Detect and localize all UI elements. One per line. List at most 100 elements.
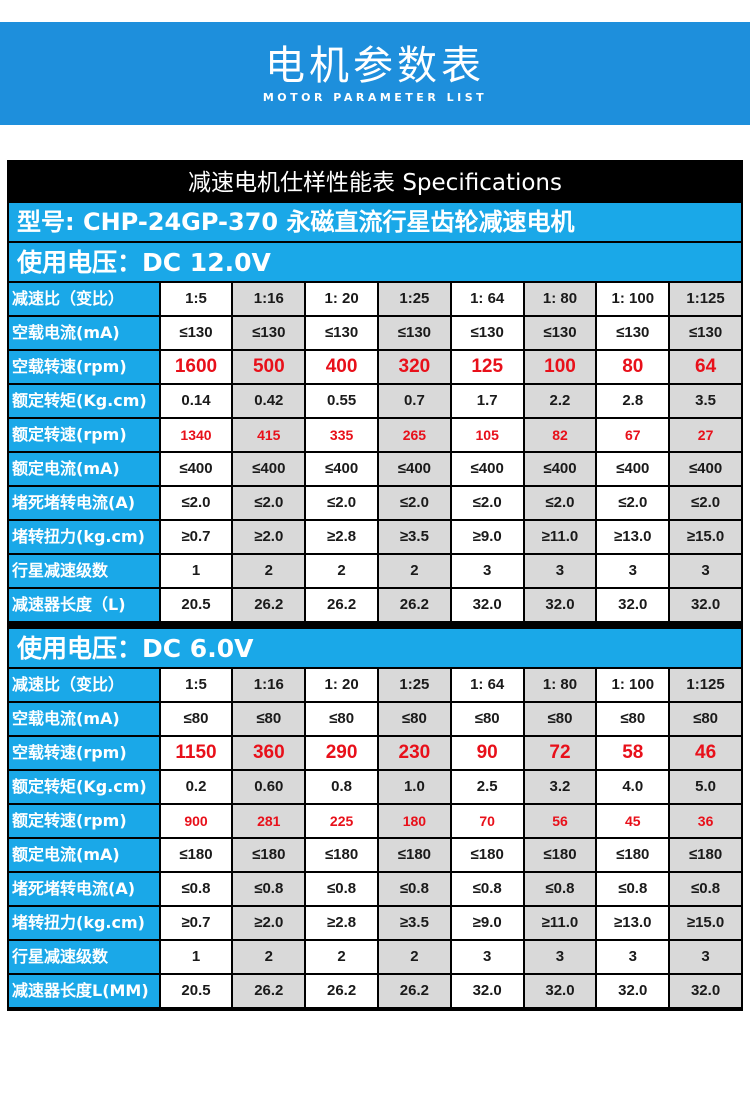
model-title: 型号: CHP-24GP-370 永磁直流行星齿轮减速电机 (9, 203, 741, 241)
table-cell: ≤180 (524, 839, 596, 871)
table-cell: ≤0.8 (378, 873, 450, 905)
table-cell: 56 (524, 805, 596, 837)
table-row: 空载电流(mA) ≤80 ≤80 ≤80 ≤80 ≤80 ≤80 ≤80 ≤80 (9, 703, 741, 735)
table-cell: 32.0 (524, 589, 596, 621)
table-cell: ≤400 (378, 453, 450, 485)
table-row: 行星减速级数 1 2 2 2 3 3 3 3 (9, 555, 741, 587)
table-row: 堵转扭力(kg.cm) ≥0.7 ≥2.0 ≥2.8 ≥3.5 ≥9.0 ≥11.0 ≥13.… (9, 521, 741, 553)
table-cell: 64 (670, 351, 741, 383)
table-cell: 1:25 (378, 669, 450, 701)
table-cell: 900 (160, 805, 232, 837)
table-cell: 67 (597, 419, 669, 451)
table-cell: ≥9.0 (451, 907, 523, 939)
table-cell: ≤80 (597, 703, 669, 735)
table-cell: 27 (670, 419, 741, 451)
table-cell: 2 (378, 555, 450, 587)
table-cell: 2 (233, 555, 305, 587)
table-cell: 1340 (160, 419, 232, 451)
table-cell: 3.5 (670, 385, 741, 417)
table-cell: 90 (451, 737, 523, 769)
table-cell: ≤2.0 (160, 487, 232, 519)
table-cell: ≤0.8 (597, 873, 669, 905)
table-cell: 32.0 (524, 975, 596, 1007)
table-cell: 180 (378, 805, 450, 837)
table-cell: ≤130 (524, 317, 596, 349)
row-label: 减速器长度（L) (9, 589, 159, 621)
table-cell: 0.60 (233, 771, 305, 803)
table-row: 减速比（变比） 1:5 1:16 1: 20 1:25 1: 64 1: 80 1: 100 1… (9, 669, 741, 701)
table-cell: 26.2 (233, 589, 305, 621)
table-cell: ≤180 (160, 839, 232, 871)
table-cell: ≥11.0 (524, 521, 596, 553)
table-cell: ≤80 (233, 703, 305, 735)
table-cell: ≥3.5 (378, 907, 450, 939)
table-cell: 100 (524, 351, 596, 383)
row-label: 空载电流(mA) (9, 703, 159, 735)
table-cell: ≤2.0 (306, 487, 377, 519)
page-title: 电机参数表 (265, 43, 485, 89)
table-cell: 500 (233, 351, 305, 383)
table-row: 减速器长度L(MM) 20.5 26.2 26.2 26.2 32.0 32.0 32.0 32… (9, 975, 741, 1007)
table-cell: ≤130 (233, 317, 305, 349)
table-cell: 1: 64 (451, 669, 523, 701)
table-cell: ≤400 (451, 453, 523, 485)
table-cell: ≤180 (233, 839, 305, 871)
table-cell: 1150 (160, 737, 232, 769)
table-cell: 1: 64 (451, 283, 523, 315)
row-label: 堵转扭力(kg.cm) (9, 521, 159, 553)
table-cell: 3 (524, 941, 596, 973)
voltage-heading: 使用电压：DC 6.0V (9, 629, 741, 667)
table-cell: ≤0.8 (524, 873, 596, 905)
table-cell: 72 (524, 737, 596, 769)
table-cell: 1.7 (451, 385, 523, 417)
table-cell: 1: 80 (524, 669, 596, 701)
table-cell: ≥13.0 (597, 907, 669, 939)
table-cell: ≤400 (597, 453, 669, 485)
spec-header: 减速电机仕样性能表 Specifications (188, 170, 562, 196)
table-cell: 1 (160, 941, 232, 973)
table-row: 空载转速(rpm) 1150 360 290 230 90 72 58 46 (9, 737, 741, 769)
table-row: 减速比（变比） 1:5 1:16 1: 20 1:25 1: 64 1: 80 1: 100 1… (9, 283, 741, 315)
table-cell: 26.2 (306, 589, 377, 621)
table-cell: ≤2.0 (451, 487, 523, 519)
row-label: 额定电流(mA) (9, 839, 159, 871)
table-cell: 1 (160, 555, 232, 587)
table-cell: 26.2 (378, 975, 450, 1007)
table-cell: 32.0 (670, 975, 741, 1007)
header-banner: 电机参数表 MOTOR PARAMETER LIST (0, 22, 750, 125)
table-cell: 3 (597, 555, 669, 587)
table-cell: ≥2.8 (306, 521, 377, 553)
table-cell: ≤130 (160, 317, 232, 349)
table-cell: ≤130 (451, 317, 523, 349)
table-row: 减速器长度（L) 20.5 26.2 26.2 26.2 32.0 32.0 32.0 32.0 (9, 589, 741, 621)
table-cell: 1:16 (233, 283, 305, 315)
table-cell: 400 (306, 351, 377, 383)
table-row: 额定电流(mA) ≤400 ≤400 ≤400 ≤400 ≤400 ≤400 ≤400 ≤400 (9, 453, 741, 485)
table-cell: ≤180 (597, 839, 669, 871)
table-cell: 26.2 (233, 975, 305, 1007)
table-cell: 26.2 (378, 589, 450, 621)
table-cell: ≤80 (670, 703, 741, 735)
table-cell: ≤2.0 (233, 487, 305, 519)
row-label: 减速比（变比） (9, 669, 159, 701)
table-row: 空载电流(mA) ≤130 ≤130 ≤130 ≤130 ≤130 ≤130 ≤130 ≤130 (9, 317, 741, 349)
spec-table: 减速电机仕样性能表 Specifications 型号: CHP-24GP-37… (7, 160, 743, 1011)
table-cell: 70 (451, 805, 523, 837)
row-label: 行星减速级数 (9, 555, 159, 587)
table-cell: 0.8 (306, 771, 377, 803)
table-cell: 45 (597, 805, 669, 837)
table-cell: 105 (451, 419, 523, 451)
table-cell: ≥9.0 (451, 521, 523, 553)
table-row: 行星减速级数 1 2 2 2 3 3 3 3 (9, 941, 741, 973)
row-label: 空载转速(rpm) (9, 351, 159, 383)
table-cell: 1: 80 (524, 283, 596, 315)
table-cell: 320 (378, 351, 450, 383)
table-cell: 1: 100 (597, 669, 669, 701)
table-cell: 1:125 (670, 669, 741, 701)
table-cell: ≤400 (233, 453, 305, 485)
table-cell: 20.5 (160, 975, 232, 1007)
row-label: 额定转速(rpm) (9, 805, 159, 837)
table-cell: ≥0.7 (160, 907, 232, 939)
table-cell: ≥3.5 (378, 521, 450, 553)
table-cell: 265 (378, 419, 450, 451)
